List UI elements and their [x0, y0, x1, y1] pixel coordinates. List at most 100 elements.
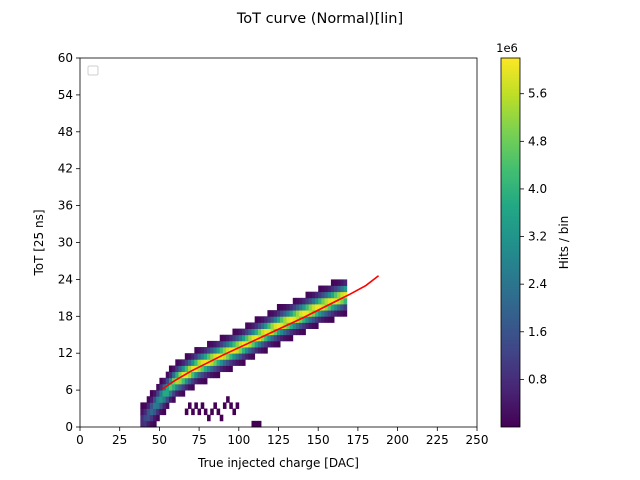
heatmap-bin [254, 328, 259, 336]
heatmap-bin [181, 365, 186, 373]
heatmap-bin [197, 365, 202, 373]
heatmap-bin [299, 304, 303, 311]
heatmap-bin [315, 291, 319, 299]
heatmap-bin [159, 408, 163, 416]
colorbar-label: Hits / bin [557, 216, 571, 270]
heatmap-bin [207, 414, 211, 422]
heatmap-bin [264, 340, 268, 348]
heatmap-bin [264, 316, 268, 323]
heatmap-bin [276, 322, 281, 329]
heatmap-bin [149, 390, 154, 397]
heatmap-bin [280, 316, 284, 323]
heatmap-bin [175, 365, 179, 373]
heatmap-bin [241, 359, 246, 366]
x-tick-label: 225 [426, 433, 449, 447]
heatmap-bin [254, 334, 259, 342]
heatmap-bin [235, 334, 240, 342]
y-tick-label: 30 [58, 236, 73, 250]
heatmap-bin [330, 316, 335, 323]
heatmap-bin [302, 304, 306, 311]
heatmap-bin [248, 347, 252, 354]
heatmap-bin [140, 414, 144, 422]
heatmap-bin [191, 383, 195, 391]
heatmap-bin [308, 297, 313, 305]
chart-title: ToT curve (Normal)[lin] [236, 11, 403, 27]
heatmap-bin [276, 334, 281, 342]
heatmap-bin [187, 383, 192, 391]
heatmap-bin [292, 310, 297, 317]
heatmap-bin [213, 359, 217, 366]
heatmap-bin [324, 304, 329, 311]
heatmap-bin [207, 340, 211, 348]
heatmap-bin [302, 316, 306, 323]
heatmap-bin [340, 291, 345, 299]
heatmap-bin [295, 328, 300, 336]
heatmap-bin [222, 365, 227, 373]
heatmap-bin [337, 291, 341, 299]
heatmap-bin [264, 328, 268, 336]
heatmap-bin [318, 310, 322, 317]
legend-box [87, 65, 99, 76]
heatmap-bin [254, 316, 259, 323]
heatmap-bin [324, 291, 329, 299]
x-tick-label: 50 [152, 433, 167, 447]
heatmap-bin [232, 359, 237, 366]
heatmap-bin [318, 316, 322, 323]
heatmap-bin [143, 420, 148, 428]
heatmap-bin [178, 359, 183, 366]
heatmap-bin [184, 377, 189, 385]
heatmap-bin [257, 347, 262, 354]
heatmap-bin [143, 408, 148, 416]
heatmap-bin [289, 328, 294, 336]
heatmap-bin [162, 377, 167, 385]
heatmap-bin [283, 304, 287, 311]
heatmap-bin [172, 383, 176, 391]
heatmap-bin [257, 322, 262, 329]
y-axis-label: ToT [25 ns] [32, 209, 46, 276]
plot-frame [79, 57, 478, 428]
heatmap-bin [194, 377, 198, 385]
heatmap-bin [270, 340, 275, 348]
heatmap-bin [194, 353, 198, 360]
heatmap-bin [257, 316, 262, 323]
heatmap-bin [289, 334, 294, 342]
heatmap-bin [318, 297, 322, 305]
heatmap-bin [187, 365, 192, 373]
heatmap-bin [210, 340, 214, 348]
heatmap-bin [267, 328, 271, 336]
heatmap-bin [245, 334, 249, 342]
heatmap-bin [191, 408, 195, 416]
heatmap-bin [200, 377, 205, 385]
heatmap-bin [238, 340, 243, 348]
heatmap-bin [172, 396, 176, 403]
heatmap-bin [222, 347, 227, 354]
heatmap-bin [273, 340, 278, 348]
heatmap-bin [149, 402, 154, 409]
heatmap-bin [327, 297, 332, 305]
heatmap-bin [235, 340, 240, 348]
heatmap-bin [251, 322, 256, 329]
heatmap-bin [184, 371, 189, 379]
heatmap-bin [257, 328, 262, 336]
heatmap-bin [340, 297, 345, 305]
heatmap-bin [289, 304, 294, 311]
heatmap-bin [156, 396, 160, 403]
heatmap-bin [197, 359, 202, 366]
x-tick-label: 25 [112, 433, 127, 447]
heatmap-bin [299, 328, 303, 336]
heatmap-bin [184, 408, 189, 416]
x-tick-label: 125 [267, 433, 290, 447]
heatmap-bin [191, 365, 195, 373]
y-tick-label: 12 [58, 346, 73, 360]
heatmap-bin [222, 334, 227, 342]
heatmap-bin [241, 328, 246, 336]
heatmap-bin [337, 304, 341, 311]
heatmap-bin [248, 322, 252, 329]
heatmap-bin [248, 340, 252, 348]
heatmap-bin [226, 396, 230, 403]
heatmap-bin [153, 402, 157, 409]
heatmap-bin [292, 322, 297, 329]
heatmap-bin [159, 383, 163, 391]
heatmap-bin [241, 353, 246, 360]
